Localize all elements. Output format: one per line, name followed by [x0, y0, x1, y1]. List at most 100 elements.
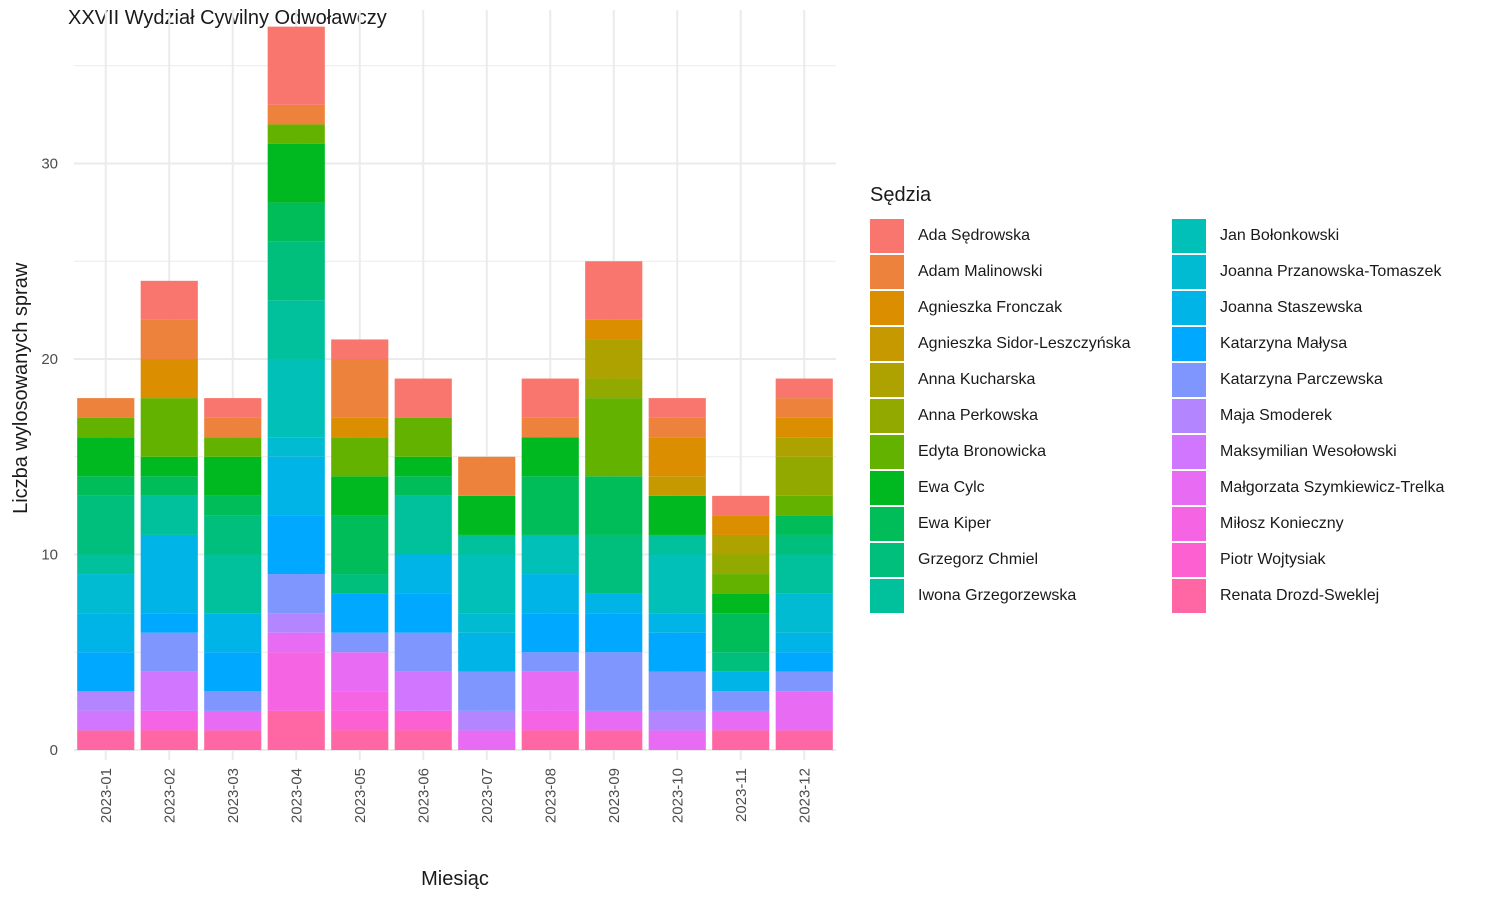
bar-segment: Małgorzata Szymkiewicz-Trelka — 2023-08:… — [521, 671, 579, 711]
bar-segment: Maja Smoderek — 2023-04: 1 — [267, 613, 325, 633]
bar-segment: Iwona Grzegorzewska — 2023-07: 1 — [458, 534, 516, 555]
legend-swatch — [870, 579, 904, 613]
bar-segment: Joanna Staszewska — 2023-10: 1 — [648, 613, 706, 633]
bar-segment: Ada Sędrowska — 2023-09: 3 — [585, 261, 643, 320]
legend-label: Joanna Przanowska-Tomaszek — [1220, 263, 1442, 280]
bar-segment: Adam Malinowski — 2023-07: 2 — [458, 456, 516, 496]
x-tick-labels: 2023-01 2023-02 2023-03 2023-04 2023-05 2023-… — [98, 768, 814, 823]
legend-label: Katarzyna Parczewska — [1220, 371, 1383, 388]
bar-segment: Joanna Staszewska — 2023-06: 2 — [394, 554, 452, 594]
bar-segment: Joanna Przanowska-Tomaszek — 2023-07: 1 — [458, 613, 516, 633]
y-tick-label: 10 — [41, 547, 58, 564]
bar-segment: Edyta Bronowicka — 2023-09: 4 — [585, 398, 643, 477]
bar-segment: Katarzyna Parczewska — 2023-05: 1 — [331, 632, 389, 653]
legend-swatch — [1172, 255, 1206, 289]
bar-segment: Katarzyna Parczewska — 2023-06: 2 — [394, 632, 452, 672]
legend-swatch — [1172, 399, 1206, 433]
legend-label: Anna Perkowska — [918, 407, 1039, 424]
bar-segment: Jan Bołonkowski — 2023-08: 2 — [521, 534, 579, 575]
bar-segment: Ewa Kiper — 2023-11: 2 — [712, 613, 770, 653]
bar-segment: Anna Perkowska — 2023-09: 1 — [585, 378, 643, 399]
bar-segment: Katarzyna Małysa — 2023-04: 3 — [267, 515, 325, 575]
bar-segment: Anna Perkowska — 2023-11: 1 — [712, 554, 770, 575]
bar-segment: Edyta Bronowicka — 2023-01: 1 — [77, 417, 135, 438]
bar-segment: Joanna Staszewska — 2023-11: 1 — [712, 671, 770, 692]
bar-segment: Iwona Grzegorzewska — 2023-06: 3 — [394, 495, 452, 555]
bar-segment: Ada Sędrowska — 2023-08: 2 — [521, 378, 579, 418]
legend-swatch — [1172, 543, 1206, 577]
legend-swatch — [1172, 579, 1206, 613]
bar-segment: Ewa Kiper — 2023-01: 1 — [77, 476, 135, 496]
legend-column: Jan Bołonkowski Joanna Przanowska-Tomasze… — [1172, 218, 1474, 614]
x-tick-label: 2023-09 — [606, 768, 623, 823]
bar-segment: Joanna Przanowska-Tomaszek — 2023-01: 2 — [77, 574, 135, 614]
bar-segment: Edyta Bronowicka — 2023-02: 3 — [140, 398, 198, 457]
bar-segment: Maja Smoderek — 2023-07: 1 — [458, 710, 516, 731]
bar-segment: Adam Malinowski — 2023-05: 3 — [331, 359, 389, 418]
bar-segment: Miłosz Konieczny — 2023-04: 3 — [267, 652, 325, 711]
bar-segment: Adam Malinowski — 2023-03: 1 — [204, 417, 262, 438]
bar-segment: Renata Drozd-Sweklej — 2023-08: 1 — [521, 730, 579, 750]
bar-segment: Ada Sędrowska — 2023-04: 4 — [267, 26, 325, 105]
bar-segment: Małgorzata Szymkiewicz-Trelka — 2023-12:… — [775, 691, 833, 731]
bar-segment: Piotr Wojtysiak — 2023-05: 1 — [331, 710, 389, 731]
bar-segment: Katarzyna Parczewska — 2023-12: 1 — [775, 671, 833, 692]
legend-item: Piotr Wojtysiak — [1172, 542, 1474, 578]
legend-item: Ewa Kiper — [870, 506, 1172, 542]
legend-swatch — [870, 291, 904, 325]
bar-segment: Adam Malinowski — 2023-10: 1 — [648, 417, 706, 438]
bar-segment: Grzegorz Chmiel — 2023-09: 3 — [585, 534, 643, 594]
y-tick-labels: 0 10 20 30 — [41, 156, 58, 760]
legend-label: Renata Drozd-Sweklej — [1220, 587, 1380, 604]
x-tick-label: 2023-01 — [98, 768, 115, 823]
legend-item: Anna Kucharska — [870, 362, 1172, 398]
bar-segment: Joanna Staszewska — 2023-01: 2 — [77, 613, 135, 653]
bar-segment: Anna Kucharska — 2023-12: 1 — [775, 437, 833, 457]
bar-segment: Maksymilian Wesołowski — 2023-06: 2 — [394, 671, 452, 711]
bar-segment: Ewa Kiper — 2023-02: 1 — [140, 476, 198, 496]
legend-item: Maksymilian Wesołowski — [1172, 434, 1474, 470]
legend-swatch — [1172, 327, 1206, 361]
bar-segment: Ewa Cylc — 2023-05: 2 — [331, 476, 389, 516]
bar-segment: Małgorzata Szymkiewicz-Trelka — 2023-05:… — [331, 652, 389, 692]
legend-swatch — [870, 363, 904, 397]
bar-segment: Katarzyna Parczewska — 2023-07: 2 — [458, 671, 516, 711]
bar-segment: Iwona Grzegorzewska — 2023-03: 3 — [204, 554, 262, 614]
bar-segment: Katarzyna Parczewska — 2023-04: 2 — [267, 574, 325, 614]
bar-segment: Ewa Cylc — 2023-04: 3 — [267, 143, 325, 203]
legend-swatch — [1172, 291, 1206, 325]
bar-segment: Jan Bołonkowski — 2023-10: 3 — [648, 554, 706, 614]
bar-segment: Grzegorz Chmiel — 2023-11: 1 — [712, 652, 770, 672]
bar-segment: Adam Malinowski — 2023-02: 2 — [140, 319, 198, 359]
stacked-bar-chart: Renata Drozd-Sweklej — 2023-01: 1 Maksymi… — [10, 10, 836, 890]
legend-item: Agnieszka Sidor-Leszczyńska — [870, 326, 1172, 362]
x-tick-label: 2023-04 — [288, 768, 305, 823]
bar-segment: Maja Smoderek — 2023-01: 1 — [77, 691, 135, 711]
legend-item: Iwona Grzegorzewska — [870, 578, 1172, 614]
bar-segment: Ada Sędrowska — 2023-11: 1 — [712, 495, 770, 516]
bar-segment: Ada Sędrowska — 2023-06: 2 — [394, 378, 452, 418]
legend-swatch — [1172, 435, 1206, 469]
bar-segment: Joanna Staszewska — 2023-08: 2 — [521, 574, 579, 614]
legend-item: Anna Perkowska — [870, 398, 1172, 434]
legend-label: Edyta Bronowicka — [918, 443, 1047, 460]
y-axis-title: Liczba wylosowanych spraw — [10, 262, 32, 514]
bar-segment: Anna Kucharska — 2023-11: 1 — [712, 534, 770, 555]
bar-segment: Ewa Kiper — 2023-04: 2 — [267, 202, 325, 242]
bar-segment: Grzegorz Chmiel — 2023-04: 3 — [267, 241, 325, 301]
bar-segment: Katarzyna Małysa — 2023-10: 2 — [648, 632, 706, 672]
legend-label: Agnieszka Fronczak — [918, 299, 1063, 316]
bar-segment: Joanna Staszewska — 2023-04: 3 — [267, 456, 325, 516]
legend-swatch — [870, 327, 904, 361]
bar-segment: Ewa Cylc — 2023-06: 1 — [394, 456, 452, 477]
x-tick-label: 2023-03 — [225, 768, 242, 823]
bar-segment: Małgorzata Szymkiewicz-Trelka — 2023-11:… — [712, 710, 770, 731]
legend-label: Jan Bołonkowski — [1220, 227, 1340, 244]
bar-segment: Katarzyna Parczewska — 2023-09: 3 — [585, 652, 643, 711]
bar-segment: Renata Drozd-Sweklej — 2023-11: 1 — [712, 730, 770, 750]
bar-segment: Renata Drozd-Sweklej — 2023-01: 1 — [77, 730, 135, 750]
legend-item: Katarzyna Parczewska — [1172, 362, 1474, 398]
bar-segment: Grzegorz Chmiel — 2023-01: 3 — [77, 495, 135, 555]
legend-item: Adam Malinowski — [870, 254, 1172, 290]
bar-segment: Katarzyna Parczewska — 2023-08: 1 — [521, 652, 579, 672]
